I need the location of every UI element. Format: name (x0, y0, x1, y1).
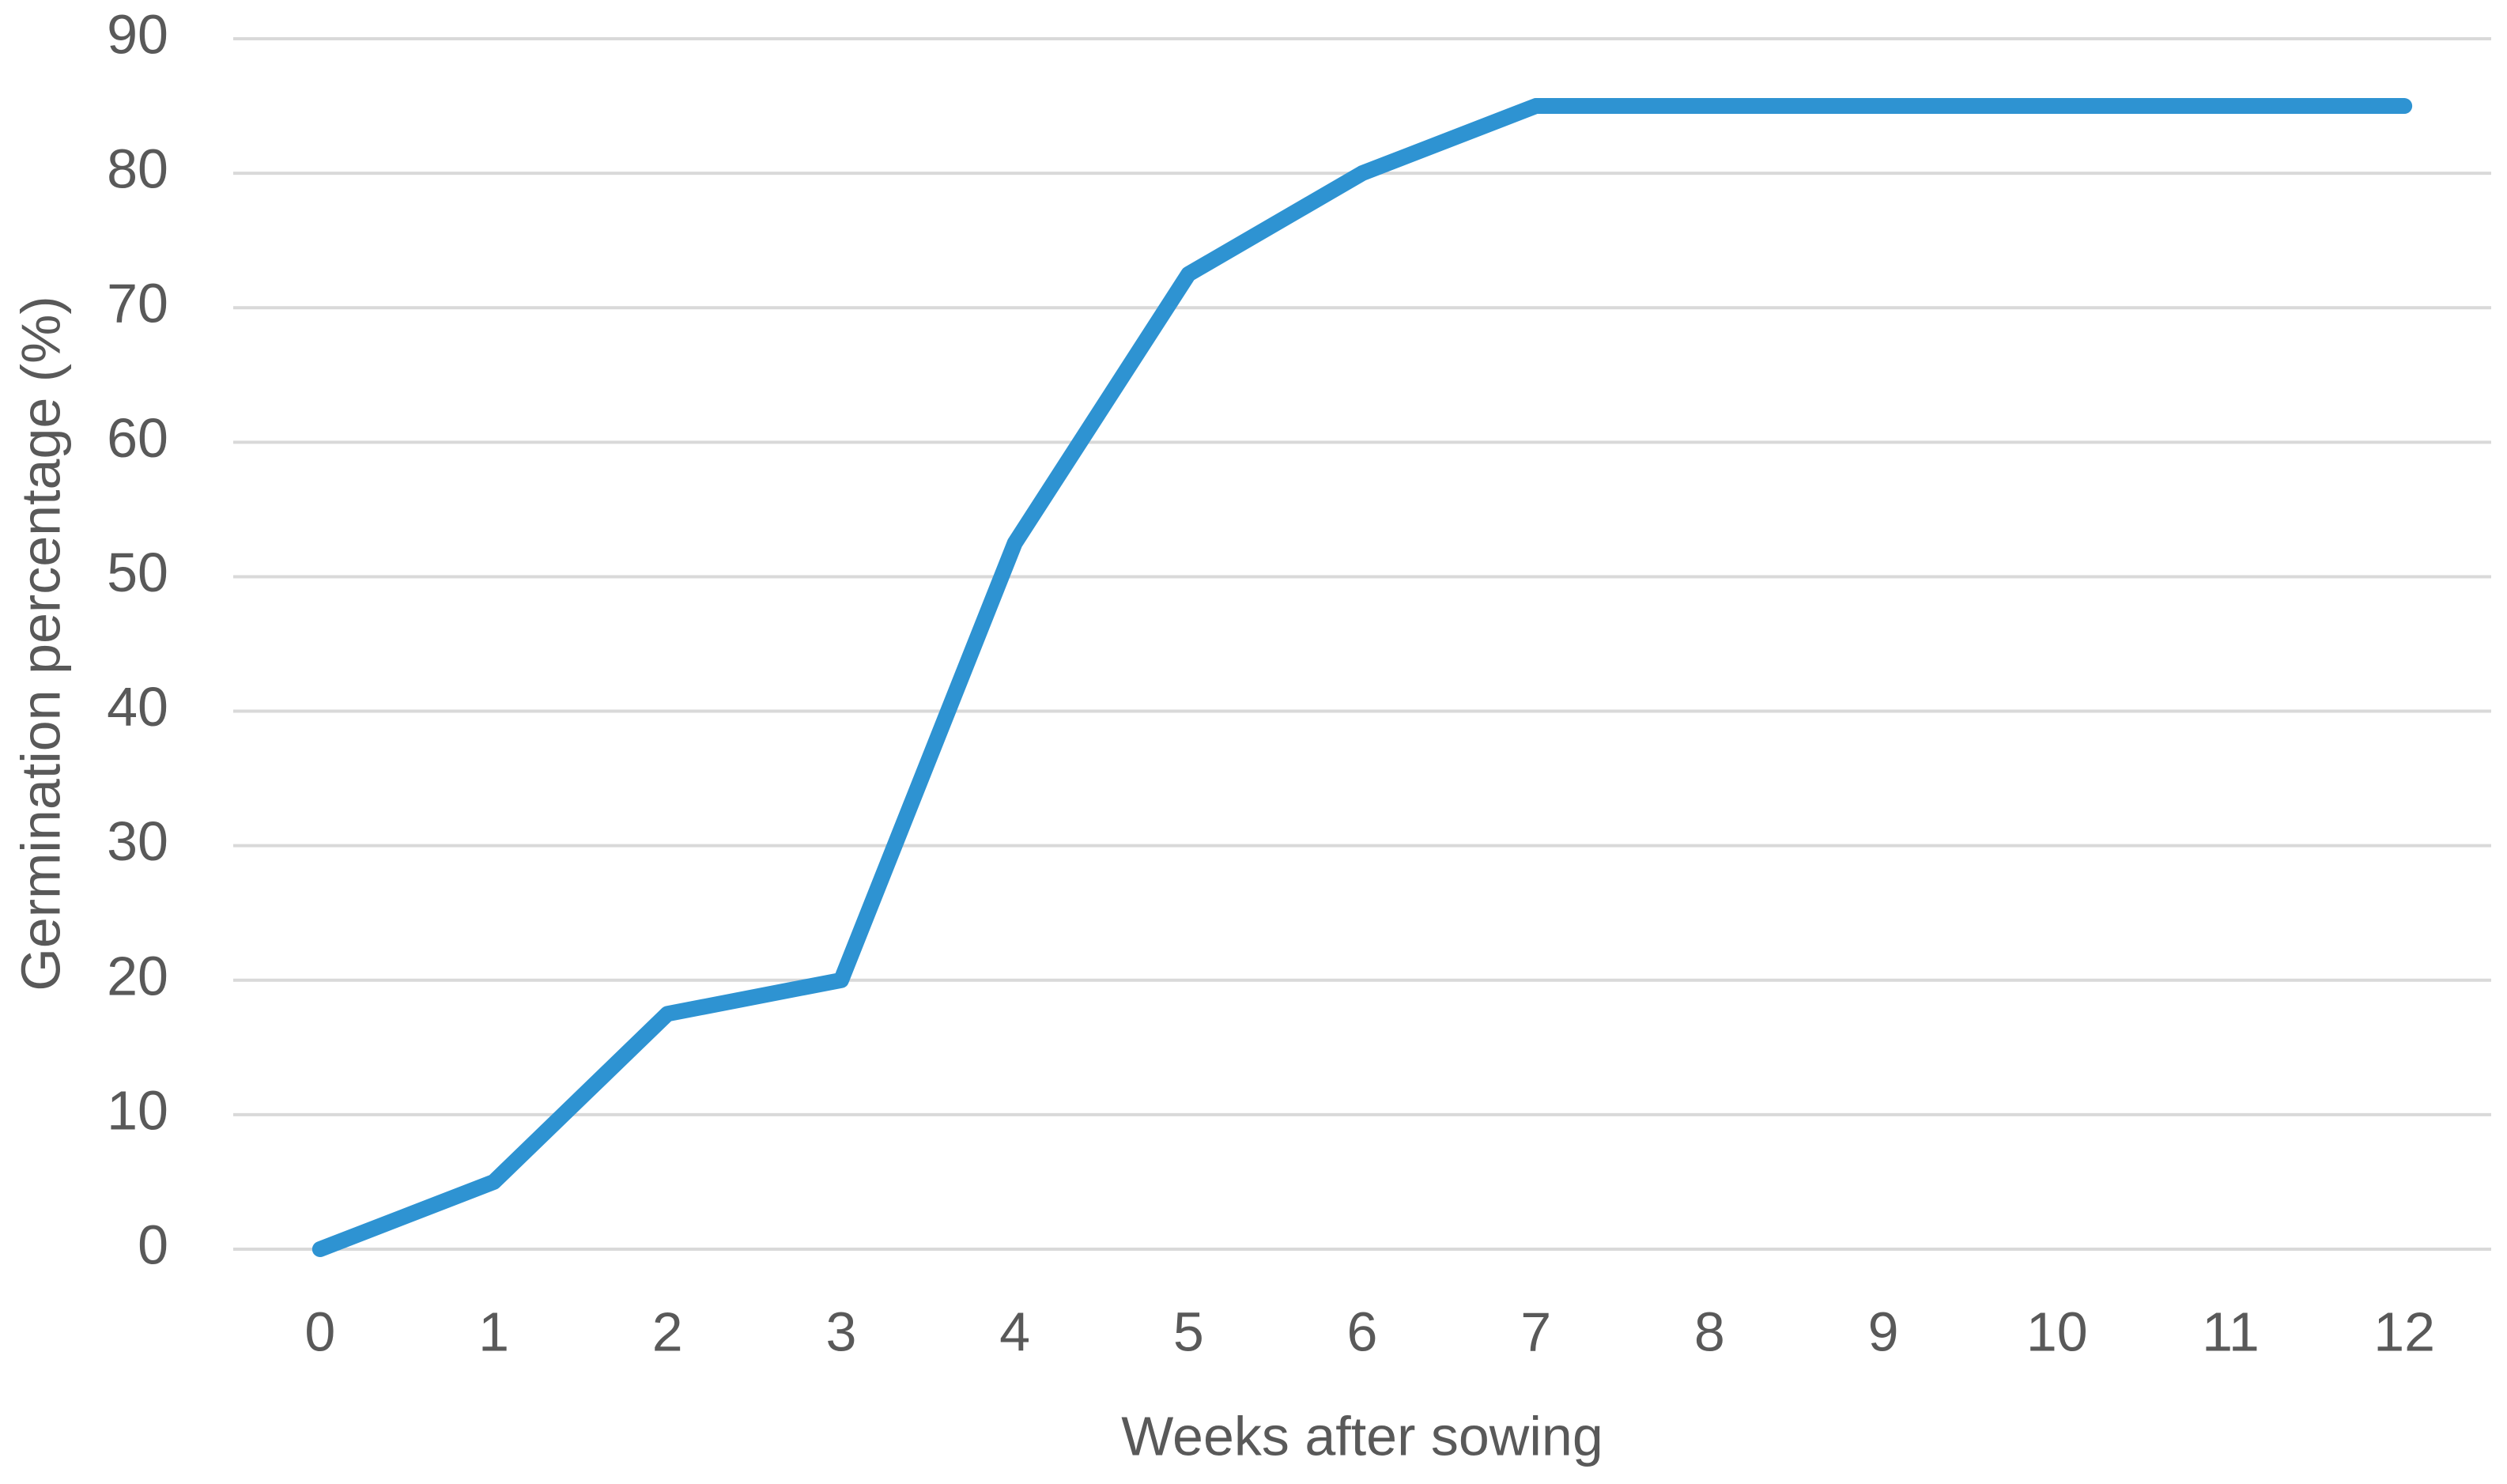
y-tick-label: 50 (107, 542, 168, 603)
x-tick-label: 12 (2373, 1301, 2435, 1362)
x-tick-label: 5 (1173, 1301, 1204, 1362)
data-line (311, 98, 2413, 1257)
x-tick-label: 8 (1694, 1301, 1725, 1362)
y-tick-label: 20 (107, 945, 168, 1006)
x-tick-label: 1 (478, 1301, 509, 1362)
y-tick-label: 40 (107, 676, 168, 738)
y-tick-label: 60 (107, 407, 168, 469)
y-tick-label: 70 (107, 273, 168, 334)
x-tick-label: 9 (1868, 1301, 1899, 1362)
x-tick-label: 6 (1347, 1301, 1378, 1362)
y-tick-label: 30 (107, 810, 168, 872)
x-tick-label: 11 (2202, 1301, 2260, 1362)
y-tick-label: 10 (107, 1079, 168, 1141)
y-tick-label: 90 (107, 3, 168, 65)
y-axis-title: Germination percentage (%) (9, 296, 71, 991)
x-tick-label: 2 (652, 1301, 683, 1362)
y-tick-label: 80 (107, 138, 168, 200)
x-tick-label: 10 (2026, 1301, 2088, 1362)
x-tick-label: 7 (1520, 1301, 1551, 1362)
y-tick-label: 0 (138, 1214, 168, 1275)
x-tick-label: 4 (999, 1301, 1030, 1362)
x-tick-label: 0 (304, 1301, 335, 1362)
x-axis-title: Weeks after sowing (1121, 1405, 1603, 1467)
x-tick-label: 3 (825, 1301, 856, 1362)
